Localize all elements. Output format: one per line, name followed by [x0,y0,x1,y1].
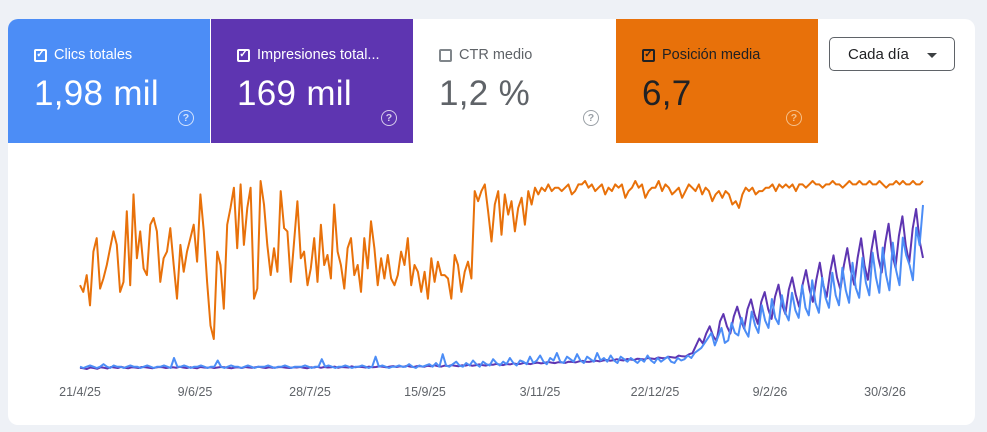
checkbox-unchecked-icon[interactable] [439,48,452,62]
metric-value: 1,2 % [439,74,530,113]
performance-chart: 21/4/25 9/6/25 28/7/25 15/9/25 3/11/25 22/12/… [59,180,924,399]
x-axis-tick-label: 22/12/25 [631,385,680,399]
metric-card-clicks[interactable]: ✓ Clics totales 1,98 mil ? [8,19,210,143]
x-axis-tick-label: 28/7/25 [289,385,331,399]
metric-label: CTR medio [459,47,533,63]
metric-value: 169 mil [237,74,352,113]
metric-card-position[interactable]: ✓ Posición media 6,7 ? [616,19,818,143]
metric-label: Impresiones total... [257,47,380,63]
checkbox-checked-icon[interactable]: ✓ [34,48,47,62]
metric-card-header: ✓ Posición media [642,47,760,63]
help-icon[interactable]: ? [786,110,802,126]
checkbox-checked-icon[interactable]: ✓ [642,48,655,62]
x-axis-tick-label: 9/6/25 [178,385,213,399]
performance-panel: ✓ Clics totales 1,98 mil ? ✓ Impresiones… [8,19,975,425]
granularity-dropdown[interactable]: Cada día [829,37,955,71]
metric-card-header: ✓ Impresiones total... [237,47,380,63]
x-axis-tick-label: 21/4/25 [59,385,101,399]
help-icon[interactable]: ? [381,110,397,126]
metric-card-ctr[interactable]: CTR medio 1,2 % ? [413,19,615,143]
x-axis-tick-label: 9/2/26 [753,385,788,399]
series-line-2 [79,204,924,369]
metric-label: Posición media [662,47,761,63]
help-icon[interactable]: ? [178,110,194,126]
series-line-0 [79,180,924,340]
x-axis-tick-label: 3/11/25 [520,385,561,399]
metric-card-header: CTR medio [439,47,532,63]
checkbox-checked-icon[interactable]: ✓ [237,48,250,62]
x-axis-tick-label: 30/3/26 [864,385,906,399]
dropdown-label: Cada día [848,45,909,63]
help-icon[interactable]: ? [583,110,599,126]
metric-value: 1,98 mil [34,74,159,113]
metric-card-header: ✓ Clics totales [34,47,132,63]
metric-value: 6,7 [642,74,692,113]
caret-down-icon [927,53,937,58]
x-axis-tick-label: 15/9/25 [404,385,446,399]
metric-label: Clics totales [54,47,133,63]
metric-card-impressions[interactable]: ✓ Impresiones total... 169 mil ? [211,19,413,143]
